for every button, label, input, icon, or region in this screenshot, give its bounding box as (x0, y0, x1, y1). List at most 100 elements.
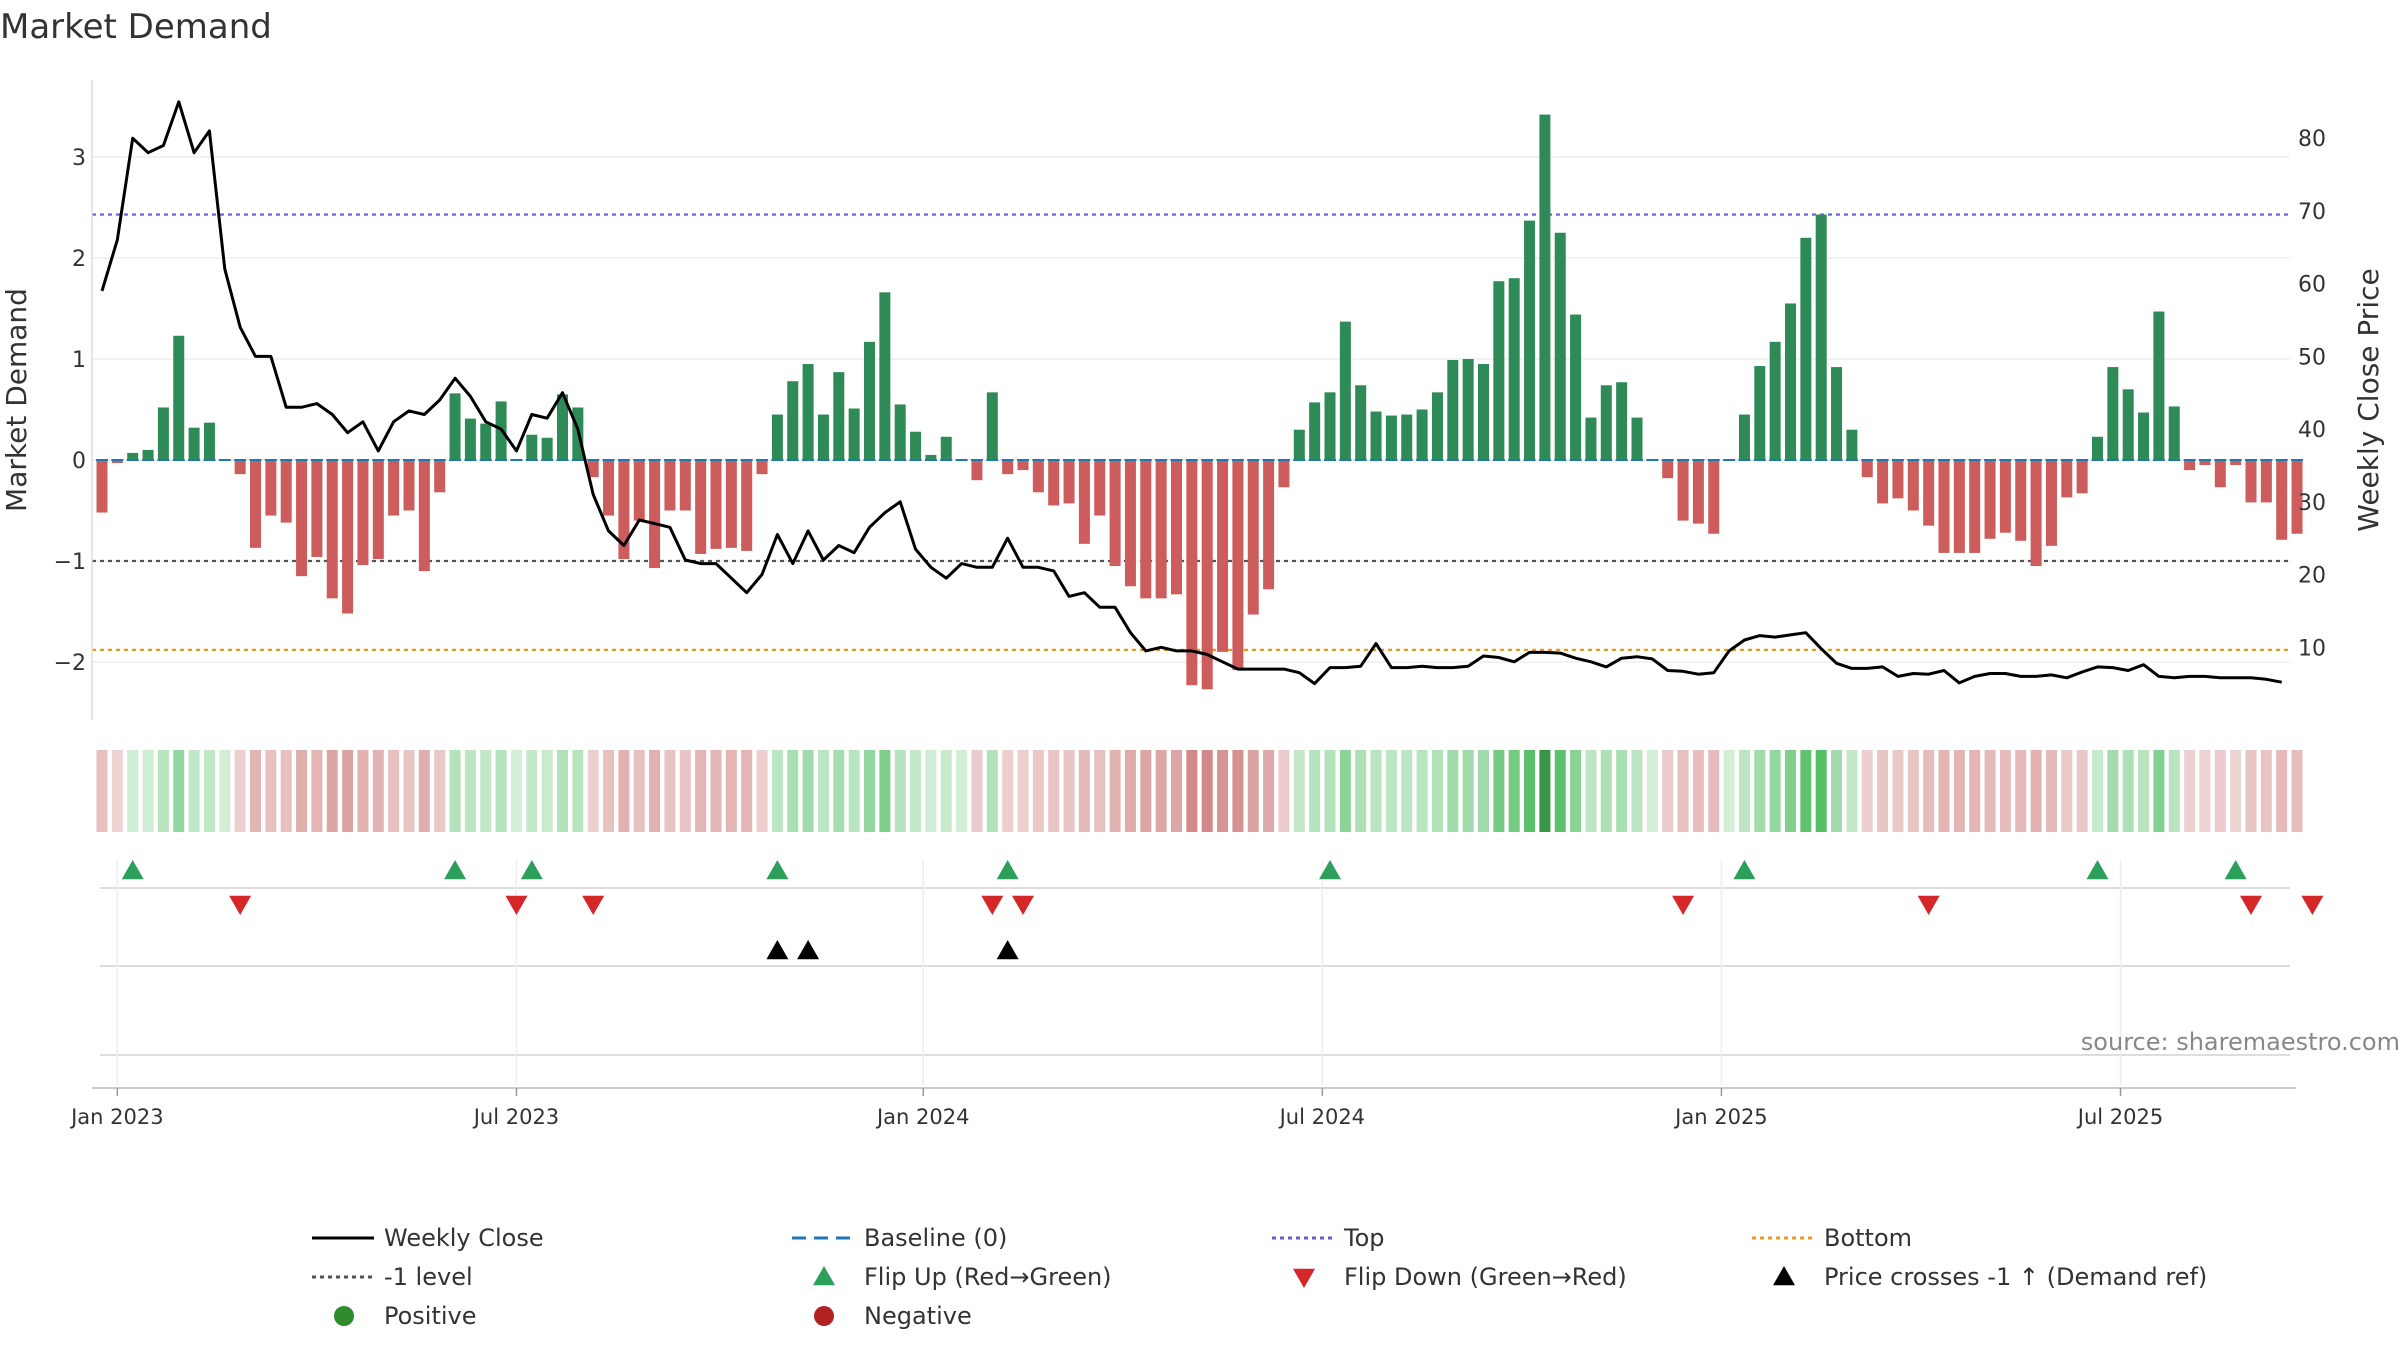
right-tick-label: 20 (2298, 564, 2326, 589)
demand-bar (265, 460, 277, 516)
heat-cell (157, 750, 169, 832)
demand-bar (1017, 460, 1029, 471)
flip-up-marker (766, 860, 789, 880)
heat-cell (388, 750, 400, 832)
heat-cell (1907, 750, 1919, 832)
demand-bar (1263, 460, 1275, 590)
flip-up-marker (1733, 860, 1756, 880)
demand-bar (664, 460, 676, 511)
heat-cell (1600, 750, 1612, 832)
heat-cell (664, 750, 676, 832)
heat-cell (1309, 750, 1321, 832)
demand-bar (817, 414, 829, 460)
demand-bar (234, 460, 246, 475)
demand-bar (1554, 232, 1566, 460)
heat-cell (1616, 750, 1628, 832)
legend-label: -1 level (384, 1263, 473, 1291)
heat-cell (326, 750, 338, 832)
heat-cell (1293, 750, 1305, 832)
right-axis-label: Weekly Close Price (2352, 268, 2385, 531)
heat-cell (127, 750, 139, 832)
heat-cell (173, 750, 185, 832)
demand-bar (1738, 414, 1750, 460)
demand-bar (1846, 429, 1858, 460)
demand-bar (1877, 460, 1889, 504)
heat-cell (1447, 750, 1459, 832)
heat-cell (1094, 750, 1106, 832)
heat-cell (1462, 750, 1474, 832)
demand-bar (250, 460, 261, 548)
demand-bar (833, 372, 845, 460)
heat-cell (1508, 750, 1520, 832)
demand-bar (1493, 281, 1505, 460)
flip-down-marker (582, 895, 605, 915)
demand-bar (1339, 321, 1351, 460)
heat-cell (526, 750, 538, 832)
demand-bar (2076, 460, 2088, 494)
demand-bar (2061, 460, 2073, 498)
heat-cell (1831, 750, 1843, 832)
demand-bar (771, 414, 783, 460)
demand-bar (1708, 460, 1720, 534)
demand-bar (1570, 314, 1582, 460)
chart-title: Market Demand (0, 7, 272, 47)
heat-cell (894, 750, 906, 832)
heat-cell (219, 750, 231, 832)
demand-bar (142, 449, 154, 460)
demand-bar (710, 460, 722, 549)
demand-bar (342, 460, 354, 614)
flip-up-marker (121, 860, 144, 880)
right-tick-label: 70 (2298, 200, 2326, 225)
demand-bar (756, 460, 768, 475)
heat-cell (1339, 750, 1351, 832)
right-tick-label: 40 (2298, 418, 2326, 443)
demand-bar (1969, 460, 1981, 553)
demand-bar (879, 292, 891, 460)
demand-bar (1508, 278, 1520, 460)
demand-bar (296, 460, 308, 577)
demand-bar (1984, 460, 1996, 539)
heat-cell (725, 750, 737, 832)
demand-bar (1171, 460, 1182, 595)
legend-swatch (1293, 1268, 1315, 1288)
heat-cell (2291, 750, 2303, 832)
demand-bar (940, 436, 952, 460)
demand-bar (1293, 429, 1305, 460)
demand-bar (2015, 460, 2027, 541)
heat-cell (741, 750, 753, 832)
demand-bar (1324, 392, 1336, 460)
demand-bar (725, 460, 737, 548)
demand-bar (1232, 460, 1244, 671)
demand-bar (403, 460, 415, 511)
heat-cell (1923, 750, 1935, 832)
heat-cell (1002, 750, 1014, 832)
heat-cell (2245, 750, 2257, 832)
heat-cell (1078, 750, 1090, 832)
heat-cell (311, 750, 323, 832)
left-tick-label: 3 (72, 146, 86, 171)
weekly-close-line (100, 100, 2282, 686)
heat-cell (618, 750, 630, 832)
demand-bar (1355, 385, 1367, 460)
demand-bar (557, 394, 568, 460)
demand-bar (326, 460, 338, 599)
heat-cell (1723, 750, 1735, 832)
flip-up-marker (996, 860, 1019, 880)
legend-item: Bottom (1752, 1224, 1912, 1252)
legend-swatch (1773, 1266, 1795, 1286)
heat-cell (587, 750, 599, 832)
left-tick-label: −2 (54, 651, 86, 676)
heat-cell (2260, 750, 2272, 832)
demand-bar (1815, 214, 1827, 460)
heat-cell (296, 750, 308, 832)
demand-bar (96, 460, 108, 513)
demand-bars (96, 114, 2304, 690)
heat-cell (96, 750, 108, 832)
heat-cell (1186, 750, 1198, 832)
heat-cell (403, 750, 415, 832)
legend-label: Negative (864, 1302, 972, 1330)
heat-cell (1738, 750, 1750, 832)
heat-cell (250, 750, 261, 832)
legend-label: Weekly Close (384, 1224, 544, 1252)
legend-item: Weekly Close (312, 1224, 544, 1252)
